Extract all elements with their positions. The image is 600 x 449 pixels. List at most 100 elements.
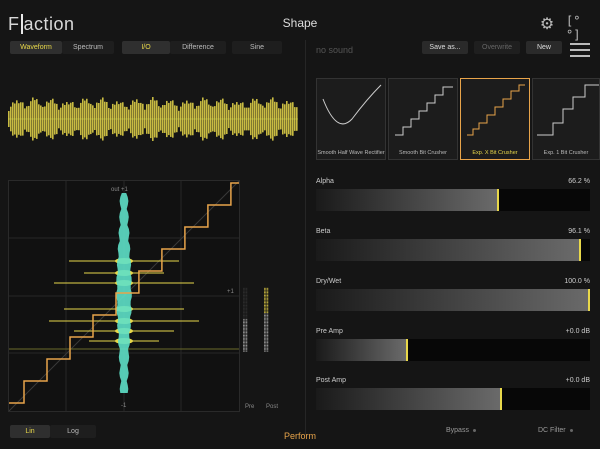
bypass-indicator [472,428,476,432]
meter-segment [243,320,245,322]
waveform-bar [176,105,178,133]
waveform-display[interactable] [8,96,298,142]
meter-segment [266,350,269,352]
post-amp-slider-handle[interactable] [499,388,502,410]
meter-segment [266,320,269,322]
waveform-bar [222,98,224,140]
tab-waveform[interactable]: Waveform [10,41,62,54]
meter-segment [264,287,266,289]
scale-log-button[interactable]: Log [50,425,96,438]
meter-segment [245,343,248,345]
waveform-bar [274,101,276,137]
tab-io[interactable]: I/O [122,41,170,54]
preset-thumb[interactable]: Smooth Half Wave Rectifier [316,78,386,160]
alpha-slider-handle[interactable] [497,189,500,211]
waveform-bar [124,106,126,132]
meter-segment [264,335,266,336]
meter-segment [266,300,269,302]
save-as-button[interactable]: Save as... [422,41,468,54]
meter-segment [266,305,269,306]
meter-segment [245,290,248,292]
waveform-bar [40,105,42,133]
meter-segment [243,316,245,318]
waveform-bar [148,104,150,134]
waveform-bar [242,102,244,136]
tab-difference[interactable]: Difference [170,41,226,54]
drywet-slider[interactable] [316,289,590,311]
drywet-label: Dry/Wet [316,278,342,285]
preset-name-field[interactable]: no sound [316,45,354,55]
waveform-bar [114,104,116,134]
waveform-bar [174,105,176,133]
meter-segment [245,316,248,318]
waveform-bar [236,102,238,136]
preset-thumb[interactable]: Smooth Bit Crusher [388,78,458,160]
transfer-plot-svg: out +1 +1 -1 [9,181,239,411]
meter-segment [264,337,266,339]
waveform-bar [166,100,168,138]
transfer-plot[interactable]: out +1 +1 -1 [8,180,240,412]
meter-segment [245,339,248,341]
preset-thumb[interactable]: Exp. 1 Bit Crusher [532,78,600,160]
perform-tab[interactable]: Perform [283,431,316,441]
tab-sine[interactable]: Sine [232,41,282,54]
meter-segment [245,293,248,295]
waveform-bar [110,108,112,130]
meter-segment [243,296,245,298]
waveform-bar [74,107,76,131]
menu-icon[interactable] [570,43,590,57]
waveform-bar [210,105,212,133]
meter-segment [245,300,248,302]
meter-segment [245,299,248,301]
waveform-bar [206,99,208,139]
beta-slider-handle[interactable] [579,239,582,261]
overwrite-button[interactable]: Overwrite [474,41,520,54]
pre-amp-slider-handle[interactable] [406,339,409,361]
new-button[interactable]: New [526,41,562,54]
meter-segment [245,329,248,331]
waveform-bar [170,101,172,137]
meter-segment [266,330,269,332]
fullscreen-icon[interactable]: [°°] [566,14,581,42]
meter-segment [245,307,248,309]
meter-segment [266,315,269,316]
waveform-bar [248,107,250,131]
preset-thumb-selected[interactable]: Exp. X Bit Crusher [460,78,530,160]
post-amp-value: +0.0 dB [565,377,590,384]
meter-segment [266,345,269,346]
gear-icon[interactable]: ⚙ [539,16,555,33]
waveform-bar [212,106,214,132]
meter-segment [245,303,248,305]
meter-segment [266,335,269,336]
meter-segment [266,312,269,314]
meter-segment [264,345,266,346]
waveform-bar [268,102,270,136]
beta-slider[interactable] [316,239,590,261]
bypass-toggle[interactable]: Bypass [446,427,476,434]
waveform-bar [158,106,160,132]
preset-carousel[interactable]: Smooth Half Wave Rectifier Smooth Bit Cr… [316,78,600,160]
meter-segment [243,327,245,329]
waveform-bar [188,103,190,135]
meter-segment [243,315,245,316]
waveform-bar [62,103,64,135]
preset-thumb-label: Smooth Bit Crusher [399,150,447,156]
pre-amp-slider[interactable] [316,339,590,361]
alpha-slider[interactable] [316,189,590,211]
meter-segment [264,339,266,341]
waveform-bar [140,102,142,136]
dc-filter-label: DC Filter [538,427,566,434]
dc-filter-toggle[interactable]: DC Filter [538,427,573,434]
meter-segment [264,322,266,324]
waveform-bar [46,101,48,137]
meter-segment [245,325,248,326]
post-amp-slider[interactable] [316,388,590,410]
meter-segment [243,312,245,314]
meter-segment [245,309,248,311]
scale-lin-button[interactable]: Lin [10,425,50,438]
meter-segment [264,350,266,352]
drywet-slider-handle[interactable] [588,289,590,311]
meter-segment [266,325,269,326]
tab-spectrum[interactable]: Spectrum [62,41,114,54]
